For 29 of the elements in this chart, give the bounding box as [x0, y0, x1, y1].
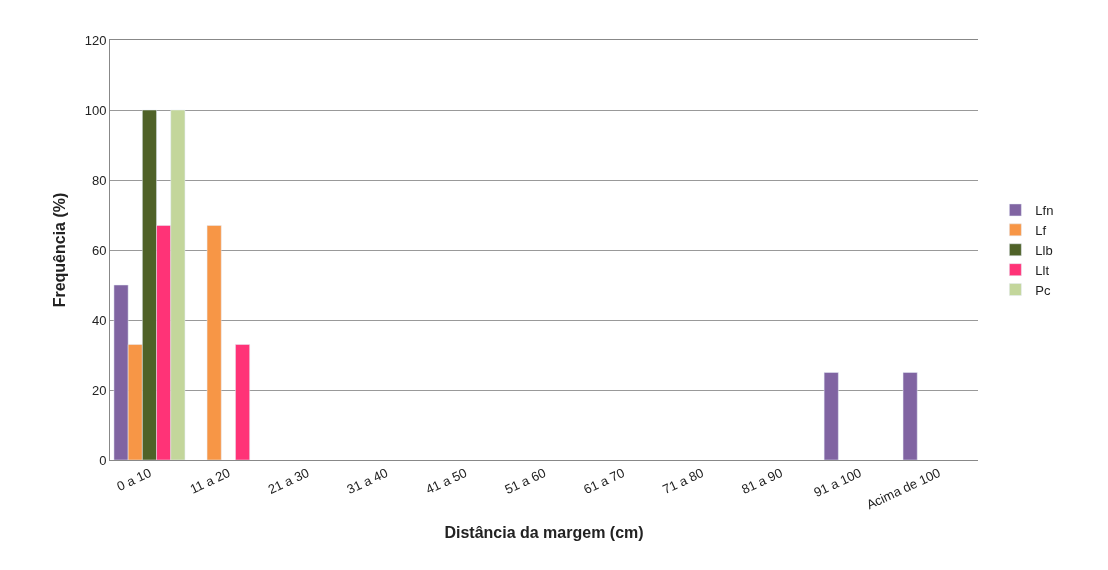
x-axis-title: Distância da margem (cm)	[444, 524, 644, 542]
bar	[206, 225, 222, 460]
x-tick-label: 61 a 70	[581, 465, 627, 498]
x-tick-label: 11 a 20	[187, 465, 233, 497]
x-tick-label: Acima de 100	[864, 465, 943, 513]
y-tick-label: 80	[91, 172, 107, 188]
bar	[235, 344, 250, 460]
x-tick-label: 81 a 90	[739, 465, 785, 498]
bar	[902, 372, 918, 460]
x-tick-label: 21 a 30	[265, 465, 312, 498]
legend-label: Llt	[1035, 262, 1050, 278]
x-tick-label: 31 a 40	[344, 465, 391, 498]
x-tick-label: 71 a 80	[660, 465, 706, 498]
x-tick-label: 51 a 60	[502, 465, 549, 498]
y-tick-label: 0	[99, 452, 107, 468]
y-tick-label: 120	[84, 32, 107, 48]
x-tick-label: 91 a 100	[811, 465, 864, 501]
y-tick-label: 40	[91, 312, 107, 328]
y-tick-label: 60	[91, 242, 107, 258]
legend-label: Lf	[1035, 222, 1047, 238]
legend-label: Lfn	[1035, 203, 1054, 219]
legend-label: Llb	[1035, 242, 1053, 258]
y-tick-label: 20	[91, 382, 107, 398]
y-axis-title: Frequência (%)	[50, 192, 68, 308]
y-tick-label: 100	[84, 102, 107, 118]
x-tick-label: 41 a 50	[423, 465, 470, 498]
x-tick-label: 0 a 10	[114, 465, 154, 494]
legend-label: Pc	[1035, 282, 1052, 298]
bar	[823, 372, 839, 460]
